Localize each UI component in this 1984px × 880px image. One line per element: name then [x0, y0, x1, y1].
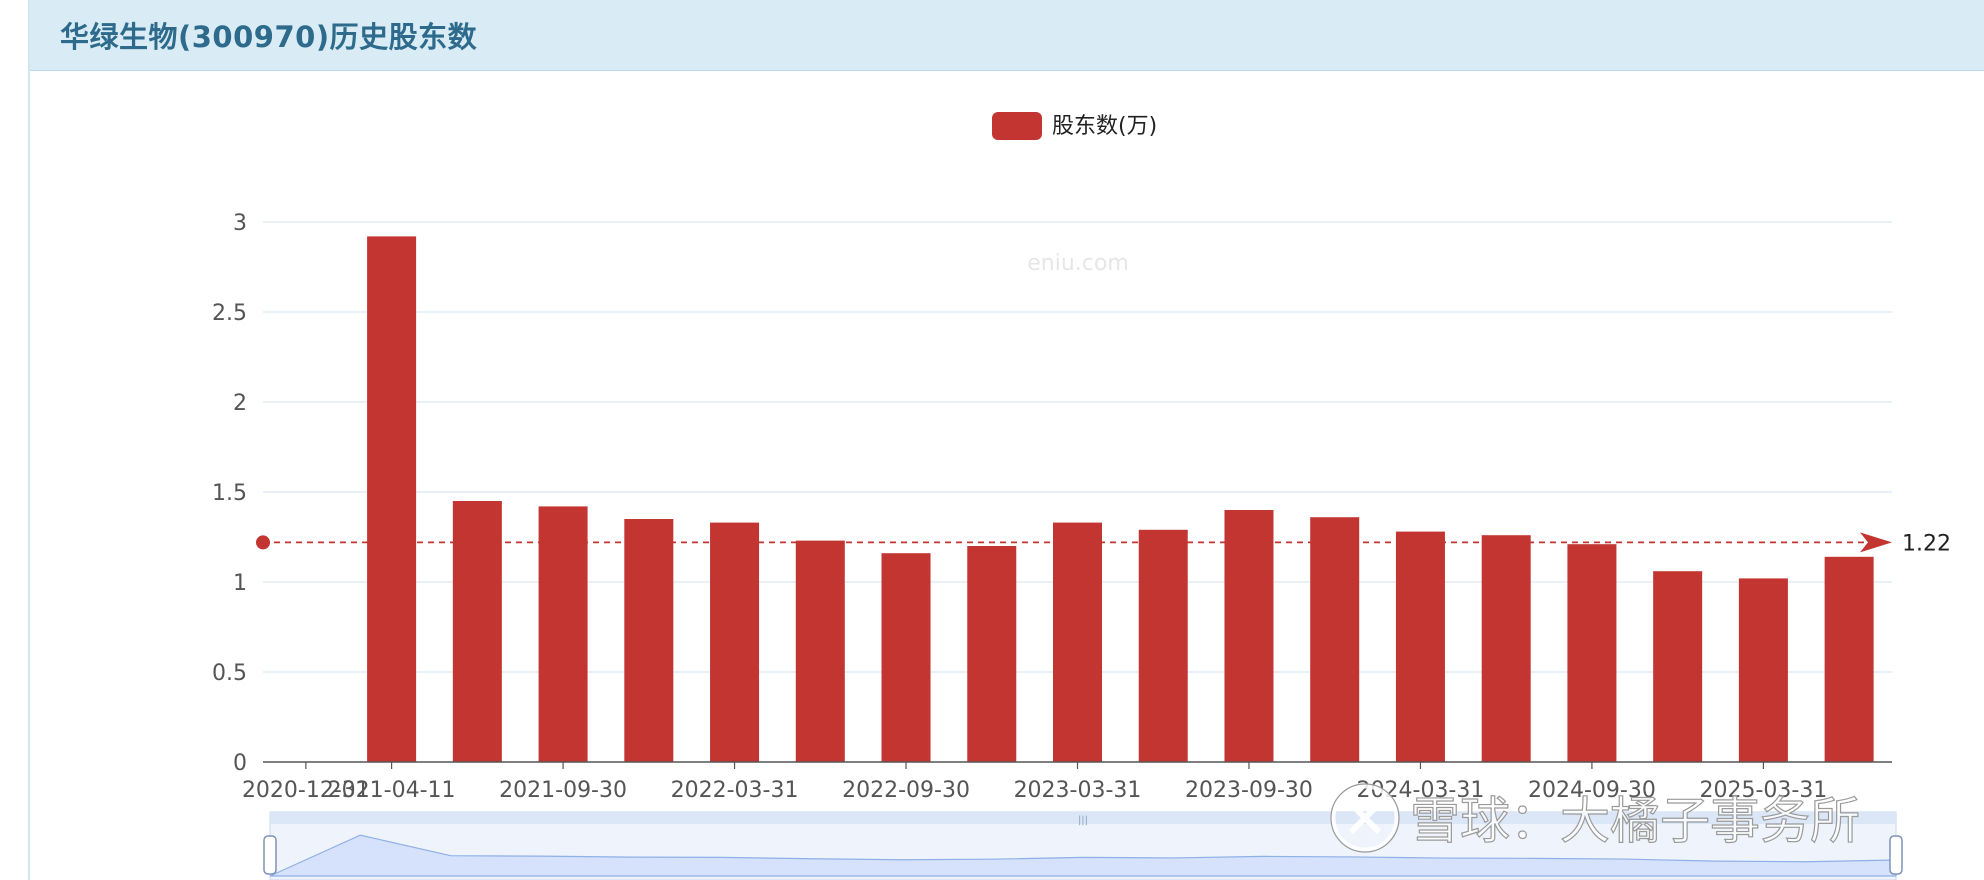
bar-series[interactable]	[367, 236, 1874, 762]
bar[interactable]	[1395, 531, 1445, 762]
y-tick-label: 1	[233, 571, 247, 596]
data-zoom-slider[interactable]: |||	[263, 811, 1903, 880]
y-tick-label: 3	[233, 211, 247, 236]
zoom-top-bar[interactable]	[270, 812, 1896, 824]
bar[interactable]	[624, 519, 674, 762]
zoom-grip-icon[interactable]: |||	[1078, 815, 1088, 826]
bar[interactable]	[1138, 529, 1188, 762]
x-tick-label: 2020-12-31	[242, 778, 370, 803]
legend[interactable]: 股东数(万)	[992, 112, 1157, 140]
xueqiu-overlay: 雪球：大橘子事务所	[1330, 783, 1861, 853]
zoom-handle-left[interactable]	[263, 835, 277, 875]
x-tick-label: 2021-09-30	[499, 778, 627, 803]
legend-label[interactable]: 股东数(万)	[1052, 114, 1157, 139]
zoom-preview-area	[269, 834, 1897, 877]
page-title: 华绿生物(300970)历史股东数	[60, 20, 478, 54]
bar[interactable]	[795, 540, 845, 762]
bar[interactable]	[881, 553, 931, 762]
xueqiu-logo-icon	[1330, 783, 1400, 853]
x-tick-label: 2023-03-31	[1014, 778, 1142, 803]
y-tick-label: 0.5	[212, 661, 247, 686]
bar[interactable]	[1824, 556, 1874, 762]
y-tick-label: 0	[233, 751, 247, 776]
bar[interactable]	[1481, 535, 1531, 762]
panel-header: 华绿生物(300970)历史股东数	[30, 0, 1984, 71]
mark-line-label: 1.22	[1902, 531, 1951, 556]
mark-line-arrow-icon	[1860, 532, 1892, 553]
bar[interactable]	[1053, 522, 1102, 762]
bar[interactable]	[452, 501, 502, 762]
y-tick-label: 2.5	[212, 301, 247, 326]
x-tick-label: 2024-09-30	[1528, 778, 1656, 803]
bar[interactable]	[538, 506, 588, 762]
bar[interactable]	[367, 236, 417, 762]
bar[interactable]	[710, 522, 760, 762]
x-tick-label: 2023-09-30	[1185, 778, 1313, 803]
watermark-text: eniu.com	[1027, 251, 1129, 276]
x-tick-label: 2022-03-31	[671, 778, 799, 803]
bar[interactable]	[1310, 517, 1360, 762]
bar[interactable]	[1738, 578, 1788, 762]
x-tick-label: 2022-09-30	[842, 778, 970, 803]
overlay-text: 雪球：大橘子事务所	[1410, 792, 1860, 850]
x-tick-label: 2021-04-11	[328, 778, 456, 803]
bar[interactable]	[967, 546, 1017, 762]
bar[interactable]	[1653, 571, 1703, 762]
zoom-handle-right[interactable]	[1889, 835, 1903, 875]
y-tick-label: 1.5	[212, 481, 247, 506]
y-tick-label: 2	[233, 391, 247, 416]
bar[interactable]	[1224, 510, 1274, 762]
average-mark-line: 1.22	[256, 531, 1951, 556]
legend-swatch[interactable]	[992, 112, 1042, 140]
y-axis-ticks: 0 0.5 1 1.5 2 2.5 3	[212, 211, 247, 776]
x-tick-label: 2025-03-31	[1699, 778, 1827, 803]
bar[interactable]	[1567, 544, 1617, 762]
